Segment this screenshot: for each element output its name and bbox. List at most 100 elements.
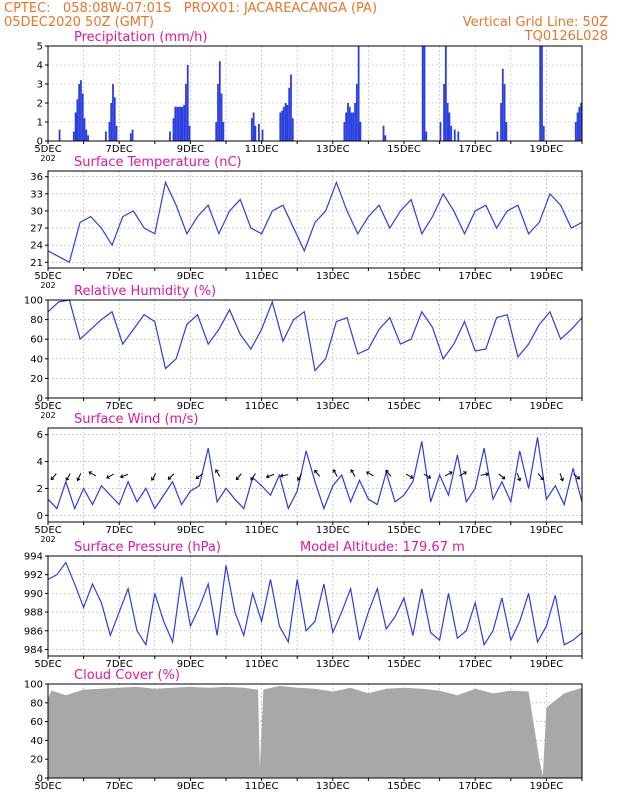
temp-panel bbox=[45, 170, 583, 271]
precip-bar bbox=[218, 61, 221, 142]
precip-bar bbox=[87, 135, 89, 141]
wind-arrow bbox=[250, 473, 256, 481]
precip-bar bbox=[288, 87, 291, 141]
cloud-xtick-label: 17DEC bbox=[458, 781, 492, 792]
precip-xtick-label: 19DEC bbox=[530, 144, 564, 155]
wind-xtick-label: 17DEC bbox=[458, 525, 492, 536]
wind-arrow bbox=[444, 471, 453, 477]
wind-arrow bbox=[77, 473, 82, 481]
wind-arrow-head bbox=[314, 469, 318, 474]
rh-panel bbox=[45, 299, 583, 401]
pressure-ytick-label: 986 bbox=[24, 626, 43, 637]
rh-ytick-label: 100 bbox=[24, 296, 43, 307]
precip-bar bbox=[183, 104, 186, 141]
precip-bar bbox=[261, 129, 264, 141]
rh-ytick-label: 0 bbox=[37, 394, 43, 405]
precip-bar bbox=[252, 112, 255, 141]
wind-arrow bbox=[314, 470, 321, 477]
wind-arrow-head bbox=[576, 475, 581, 480]
wind-panel bbox=[45, 427, 583, 525]
temp-xtick-label: 5DEC bbox=[34, 271, 61, 282]
precip-bar bbox=[115, 125, 118, 141]
precip-bar bbox=[446, 103, 449, 141]
wind-arrow bbox=[405, 473, 414, 479]
wind-arrow-head bbox=[215, 469, 219, 473]
wind-arrow-head bbox=[409, 475, 414, 479]
precip-xtick-label: 11DEC bbox=[245, 144, 279, 155]
precip-bar bbox=[291, 118, 294, 141]
wind-arrow-head bbox=[50, 476, 55, 481]
precip-bar bbox=[58, 129, 61, 141]
precip-bar bbox=[78, 84, 81, 141]
pressure-xtick-label: 19DEC bbox=[530, 659, 564, 670]
precip-bar bbox=[500, 103, 502, 141]
precip-bar bbox=[81, 93, 84, 141]
precip-ytick-label: 0 bbox=[37, 137, 43, 148]
temp-xtick-label: 15DEC bbox=[387, 271, 421, 282]
wind-arrow-head bbox=[167, 476, 172, 480]
precip-bar bbox=[421, 46, 424, 141]
pressure-line bbox=[47, 561, 583, 647]
wind-title: Surface Wind (m/s) bbox=[74, 412, 198, 427]
rh-frame bbox=[47, 299, 583, 399]
precip-bar bbox=[541, 46, 543, 141]
pressure-xtick-label: 9DEC bbox=[177, 659, 204, 670]
wind-arrow bbox=[332, 469, 338, 477]
precip-bar bbox=[450, 125, 453, 141]
precip-bar bbox=[439, 122, 442, 141]
precip-bar bbox=[108, 122, 111, 141]
wind-arrow-head bbox=[366, 471, 370, 475]
precip-bar bbox=[453, 129, 456, 141]
precip-bar bbox=[457, 131, 460, 141]
pressure-title: Surface Pressure (hPa) bbox=[74, 540, 221, 555]
header-line1: CPTEC: 058:08W-07:01S PROX01: JACAREACAN… bbox=[4, 1, 378, 16]
wind-arrow-head bbox=[332, 469, 337, 473]
precip-bar bbox=[85, 129, 88, 141]
wind-year-label: 202 bbox=[40, 535, 55, 544]
wind-arrow-head bbox=[65, 477, 70, 481]
precip-bar bbox=[355, 84, 358, 141]
precip-bar bbox=[104, 131, 107, 141]
wind-arrow bbox=[50, 473, 57, 480]
cloud-xtick-label: 15DEC bbox=[387, 781, 421, 792]
precip-bar bbox=[74, 112, 77, 141]
cloud-panel bbox=[45, 683, 583, 781]
pressure-xtick-label: 7DEC bbox=[106, 659, 133, 670]
pressure-xtick-label: 5DEC bbox=[34, 659, 61, 670]
wind-arrow-head bbox=[265, 474, 270, 479]
rh-title: Relative Humidity (%) bbox=[74, 284, 216, 299]
precip-bar bbox=[282, 106, 285, 141]
cloud-ytick-label: 0 bbox=[37, 774, 43, 785]
pressure-xtick-label: 13DEC bbox=[316, 659, 350, 670]
rh-ytick-label: 20 bbox=[30, 374, 43, 385]
precip-bar bbox=[281, 110, 283, 141]
wind-arrow bbox=[65, 473, 71, 481]
temp-ytick-label: 24 bbox=[30, 241, 43, 252]
cloud-frame bbox=[47, 683, 583, 779]
cloud-xtick-label: 7DEC bbox=[106, 781, 133, 792]
precip-bar bbox=[576, 112, 579, 141]
wind-arrow bbox=[106, 473, 114, 479]
wind-arrow-head bbox=[88, 471, 93, 475]
precip-ytick-label: 3 bbox=[37, 80, 43, 91]
precip-bar bbox=[222, 122, 225, 141]
precip-bar bbox=[384, 135, 387, 141]
precip-bar bbox=[185, 84, 187, 141]
precip-bar bbox=[359, 122, 362, 141]
wind-arrow bbox=[266, 473, 275, 478]
wind-arrow bbox=[366, 471, 374, 477]
wind-ytick-label: 4 bbox=[37, 457, 43, 468]
wind-xtick-label: 11DEC bbox=[245, 525, 279, 536]
precip-bar bbox=[448, 112, 451, 141]
pressure-xtick-label: 11DEC bbox=[245, 659, 279, 670]
wind-arrow bbox=[350, 469, 356, 477]
temp-year-label: 202 bbox=[40, 281, 55, 290]
precip-xtick-label: 15DEC bbox=[387, 144, 421, 155]
precip-bar bbox=[258, 123, 260, 141]
wind-arrow-head bbox=[150, 477, 155, 481]
wind-xtick-label: 13DEC bbox=[316, 525, 350, 536]
precip-bar bbox=[129, 133, 132, 141]
precip-bar bbox=[80, 80, 82, 141]
wind-arrow bbox=[120, 473, 129, 478]
wind-arrow bbox=[280, 474, 289, 477]
